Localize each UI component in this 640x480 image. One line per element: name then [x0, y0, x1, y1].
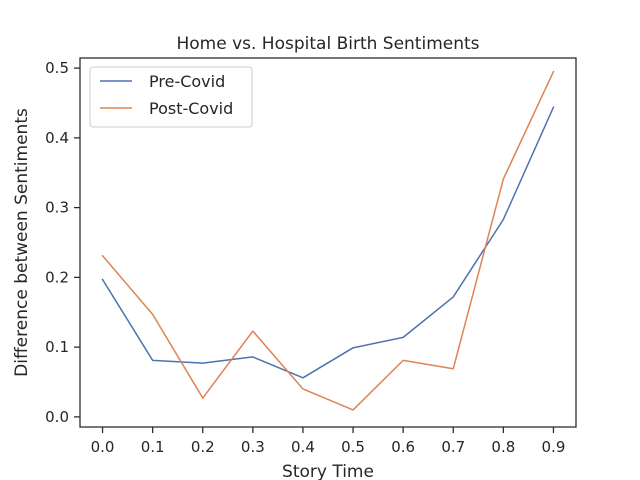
- legend-label-pre-covid: Pre-Covid: [149, 72, 225, 91]
- y-tick-label: 0.4: [45, 129, 69, 147]
- series-line-pre-covid: [101, 106, 555, 379]
- legend: Pre-Covid Post-Covid: [89, 66, 253, 128]
- x-tick-label: 0.2: [191, 438, 215, 456]
- plot-area: [101, 70, 555, 411]
- legend-box: [89, 66, 253, 128]
- plot-frame: [79, 57, 577, 428]
- legend-label-post-covid: Post-Covid: [149, 99, 233, 118]
- x-axis: 0.0 0.1 0.2 0.3 0.4 0.5 0.6 0.7 0.8 0.9: [91, 427, 566, 456]
- series-line-post-covid: [101, 70, 555, 411]
- y-axis-label: Difference between Sentiments: [12, 108, 32, 377]
- y-axis: 0.0 0.1 0.2 0.3 0.4 0.5: [45, 59, 80, 426]
- x-tick-label: 0.6: [391, 438, 415, 456]
- x-tick-label: 0.3: [241, 438, 265, 456]
- y-tick-label: 0.2: [45, 268, 69, 286]
- x-tick-label: 0.7: [441, 438, 465, 456]
- x-tick-label: 0.5: [341, 438, 365, 456]
- x-tick-label: 0.9: [542, 438, 566, 456]
- x-tick-label: 0.0: [91, 438, 115, 456]
- x-tick-label: 0.4: [291, 438, 315, 456]
- y-tick-label: 0.0: [45, 408, 69, 426]
- y-tick-label: 0.5: [45, 59, 69, 77]
- y-tick-label: 0.1: [45, 338, 69, 356]
- y-tick-label: 0.3: [45, 199, 69, 217]
- x-tick-label: 0.8: [491, 438, 515, 456]
- x-tick-label: 0.1: [141, 438, 165, 456]
- x-axis-label: Story Time: [282, 462, 374, 480]
- chart-title: Home vs. Hospital Birth Sentiments: [176, 34, 479, 54]
